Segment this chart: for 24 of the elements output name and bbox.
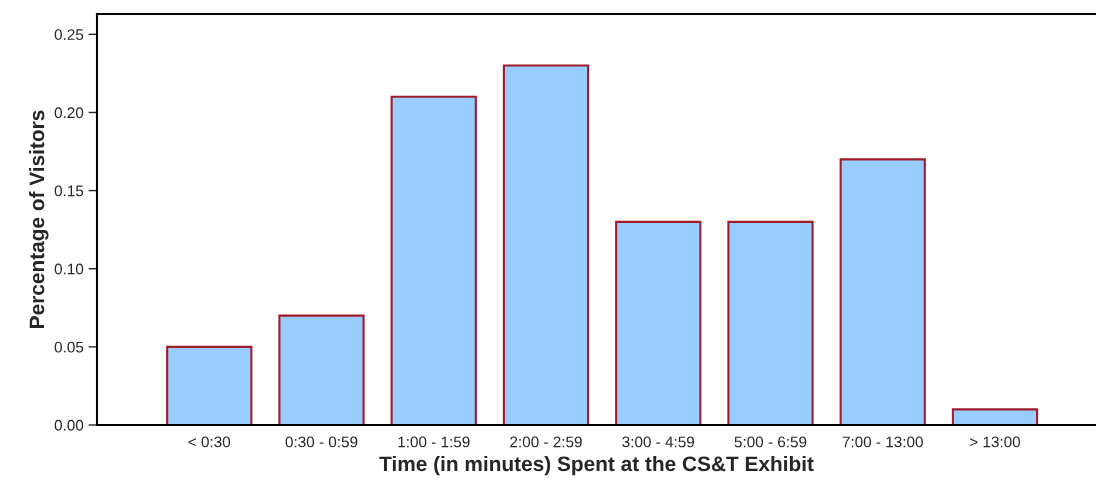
x-axis-title: Time (in minutes) Spent at the CS&T Exhibit <box>379 455 814 476</box>
x-tick-label: 2:00 - 2:59 <box>510 436 582 448</box>
y-tick-label: 0.25 <box>54 29 84 40</box>
bar <box>390 95 477 425</box>
bar <box>951 408 1039 425</box>
y-tick-label: 0.00 <box>54 419 84 431</box>
x-tick-label: < 0:30 <box>188 436 231 448</box>
x-tick-label: 7:00 - 13:00 <box>842 436 923 448</box>
x-tick-label: 0:30 - 0:59 <box>285 436 358 448</box>
bar <box>839 158 926 425</box>
x-tick-label: 1:00 - 1:59 <box>398 436 470 448</box>
y-tick-label: 0.20 <box>54 107 84 119</box>
bar <box>727 220 814 425</box>
bar <box>278 314 365 425</box>
bar <box>166 345 253 425</box>
y-tick-label: 0.15 <box>54 185 84 197</box>
bar <box>615 220 702 425</box>
y-tick-label: 0.05 <box>54 341 84 353</box>
bar <box>502 64 590 425</box>
y-tick-label: 0.10 <box>54 263 84 275</box>
x-tick-label: > 13:00 <box>970 436 1021 448</box>
y-axis-title: Percentage of Visitors <box>29 110 49 328</box>
x-tick-label: 5:00 - 6:59 <box>734 436 807 448</box>
x-tick-label: 3:00 - 4:59 <box>622 436 695 448</box>
